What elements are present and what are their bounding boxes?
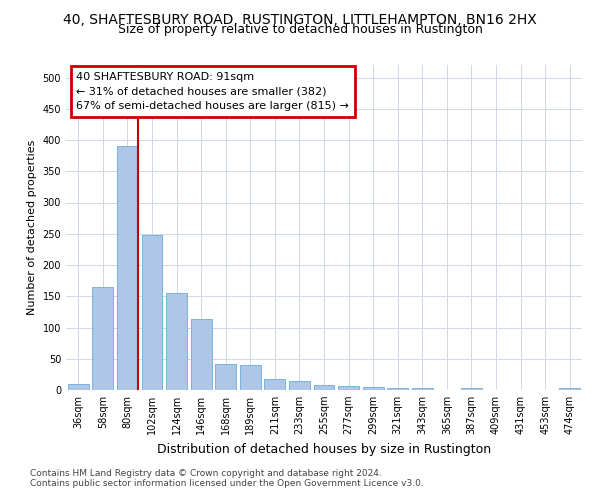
Bar xyxy=(215,364,236,390)
Bar xyxy=(92,287,113,390)
Bar xyxy=(412,388,433,390)
Bar xyxy=(142,235,163,390)
Text: Contains HM Land Registry data © Crown copyright and database right 2024.: Contains HM Land Registry data © Crown c… xyxy=(30,468,382,477)
Bar xyxy=(559,388,580,390)
Bar xyxy=(117,146,138,390)
Bar xyxy=(338,386,359,390)
Bar xyxy=(166,293,187,390)
Text: Size of property relative to detached houses in Rustington: Size of property relative to detached ho… xyxy=(118,22,482,36)
Bar xyxy=(265,380,286,390)
Bar xyxy=(461,388,482,390)
Text: 40 SHAFTESBURY ROAD: 91sqm
← 31% of detached houses are smaller (382)
67% of sem: 40 SHAFTESBURY ROAD: 91sqm ← 31% of deta… xyxy=(76,72,349,111)
X-axis label: Distribution of detached houses by size in Rustington: Distribution of detached houses by size … xyxy=(157,442,491,456)
Text: 40, SHAFTESBURY ROAD, RUSTINGTON, LITTLEHAMPTON, BN16 2HX: 40, SHAFTESBURY ROAD, RUSTINGTON, LITTLE… xyxy=(63,12,537,26)
Y-axis label: Number of detached properties: Number of detached properties xyxy=(27,140,37,315)
Text: Contains public sector information licensed under the Open Government Licence v3: Contains public sector information licen… xyxy=(30,478,424,488)
Bar xyxy=(362,387,383,390)
Bar xyxy=(289,381,310,390)
Bar xyxy=(68,384,89,390)
Bar xyxy=(240,365,261,390)
Bar xyxy=(191,320,212,390)
Bar xyxy=(314,385,334,390)
Bar xyxy=(387,388,408,390)
